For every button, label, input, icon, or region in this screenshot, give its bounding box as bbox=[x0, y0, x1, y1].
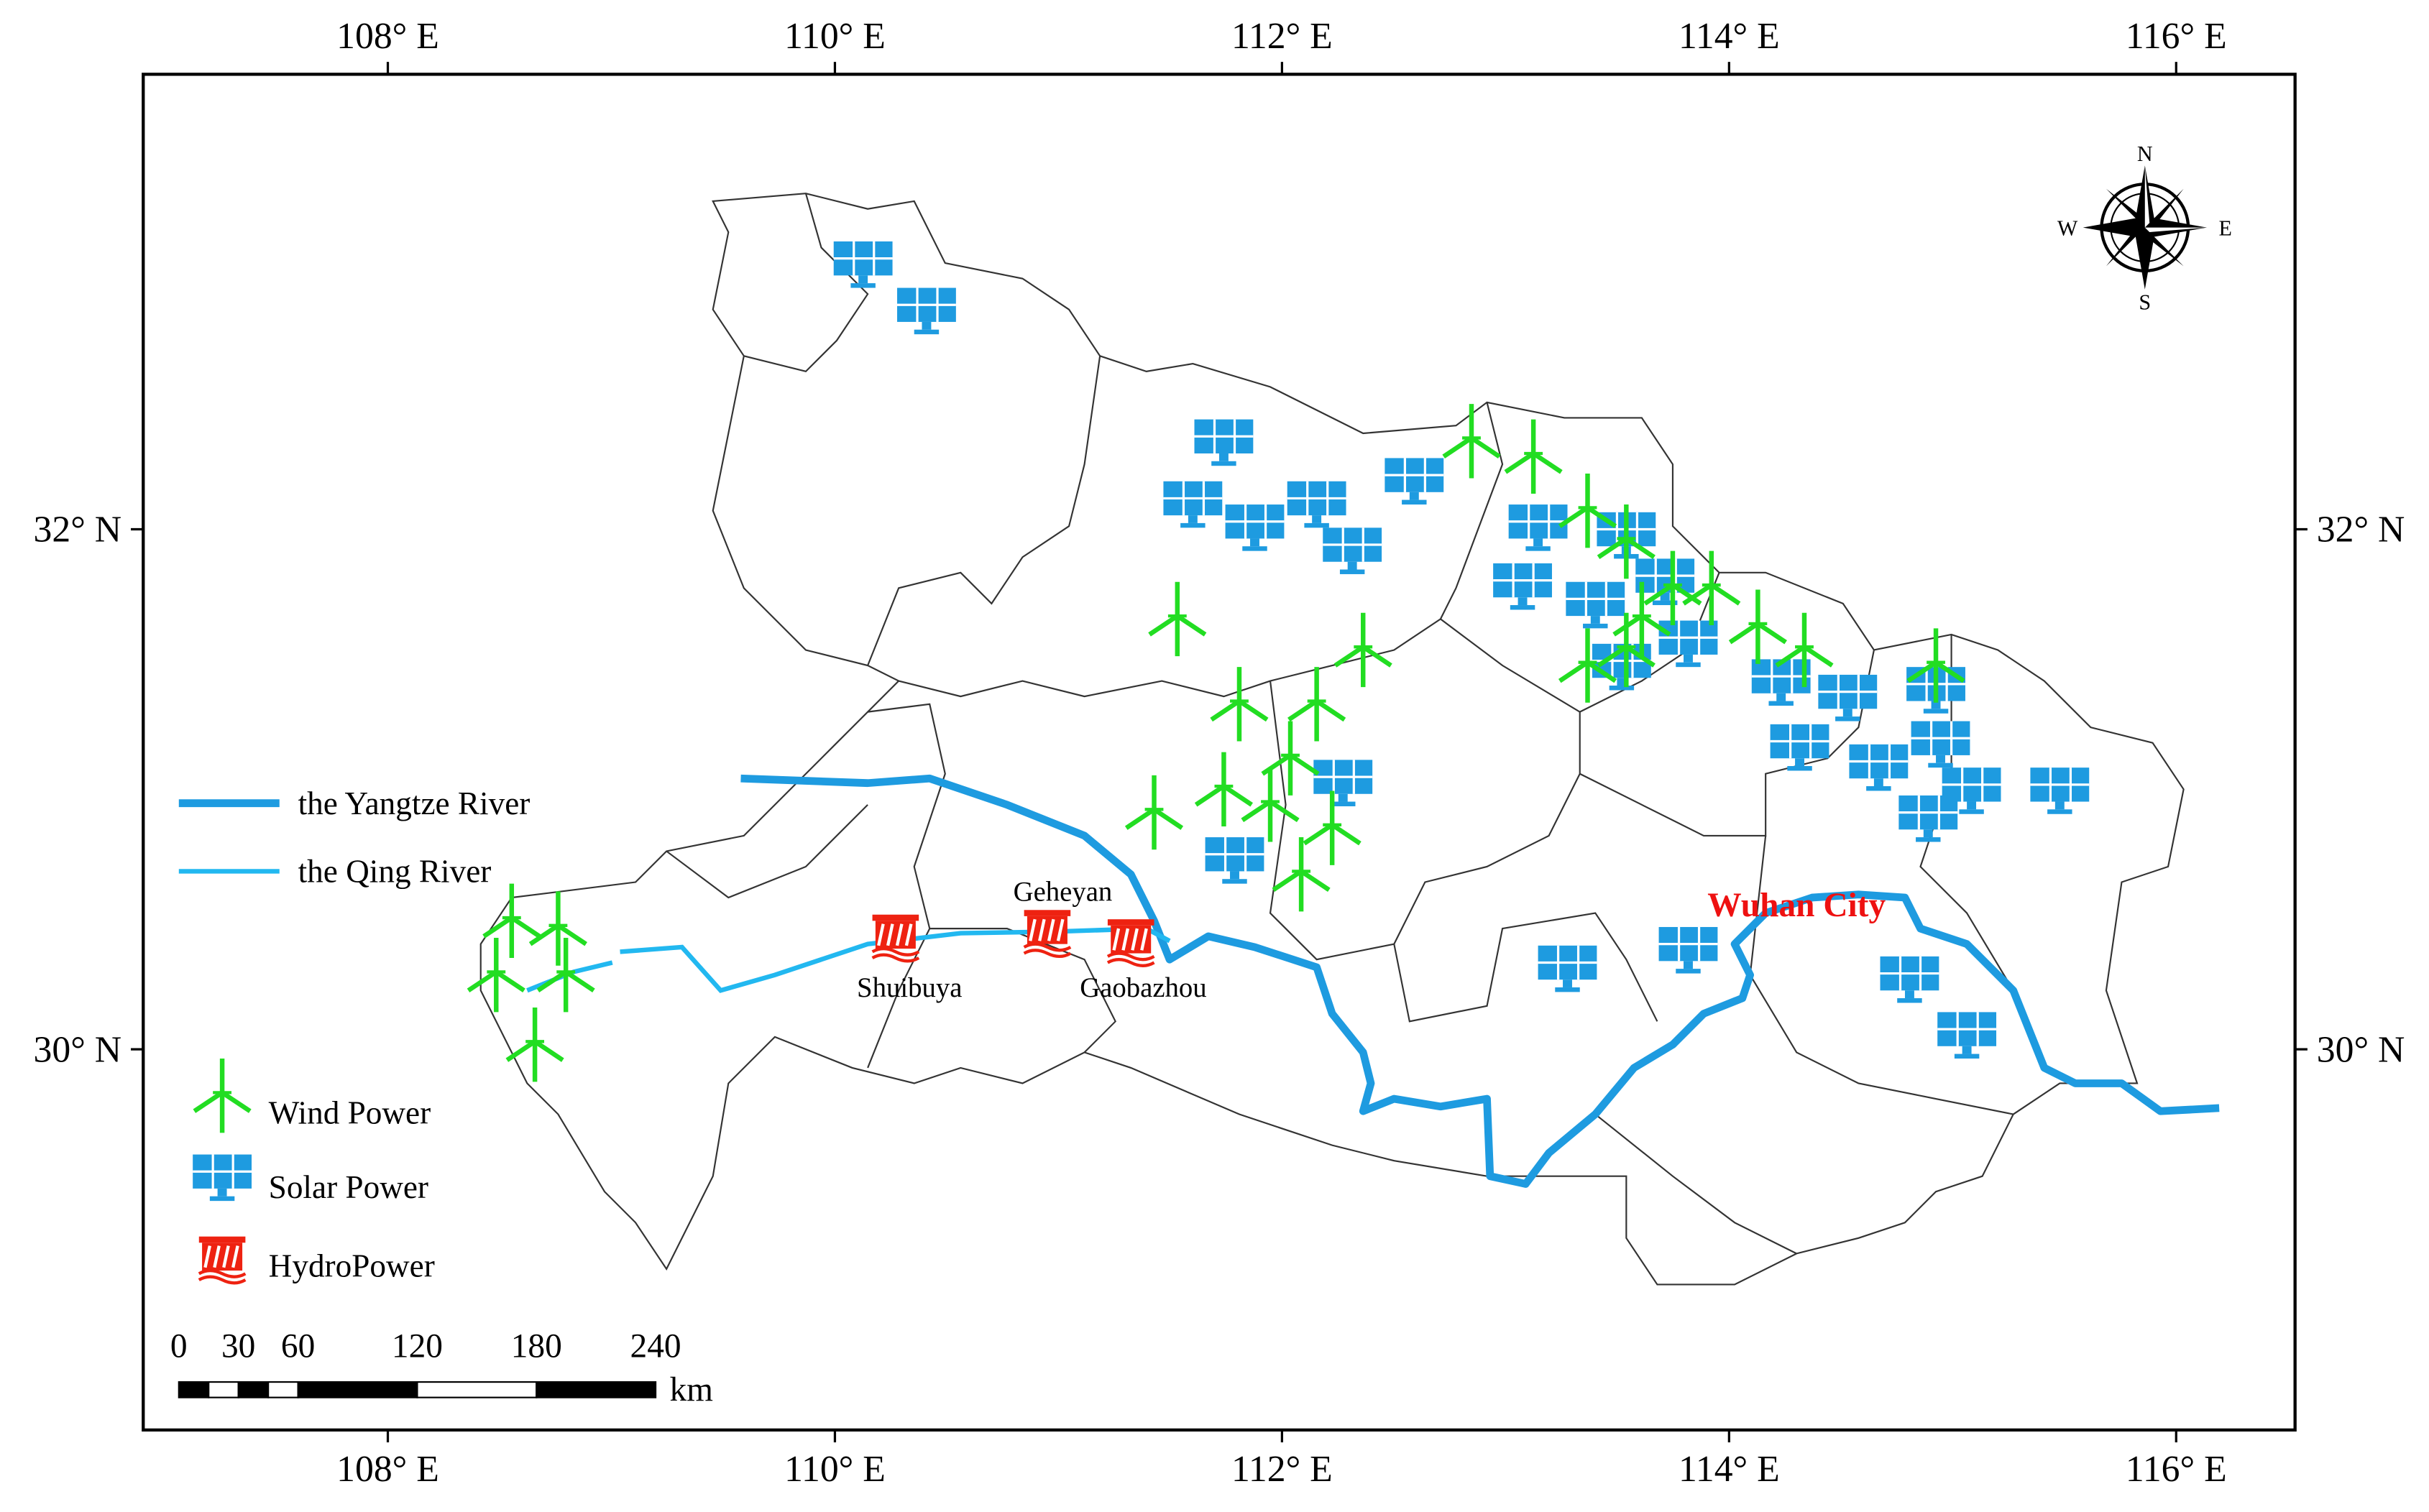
lat-label: 30° N bbox=[2317, 1029, 2405, 1070]
legend-label: the Yangtze River bbox=[298, 785, 531, 821]
legend-label: the Qing River bbox=[298, 854, 492, 890]
scale-segment bbox=[267, 1381, 299, 1398]
lon-label: 108° E bbox=[336, 16, 439, 57]
scale-unit: km bbox=[669, 1371, 713, 1409]
legend-label: HydroPower bbox=[269, 1248, 435, 1284]
compass-label: N bbox=[2137, 142, 2153, 166]
lon-label: 110° E bbox=[784, 16, 886, 57]
station-label: Gaobazhou bbox=[1080, 972, 1206, 1003]
scale-label: 180 bbox=[511, 1328, 562, 1365]
province-boundaries bbox=[479, 193, 2185, 1286]
city-label: Wuhan City bbox=[1707, 887, 1886, 924]
scale-segment bbox=[416, 1381, 538, 1398]
map-frame bbox=[142, 73, 2297, 1432]
scale-label: 240 bbox=[630, 1328, 681, 1365]
lon-label: 116° E bbox=[2126, 16, 2227, 57]
graticule-ticks: 108° E 108° E 110° E 110° E 112° E 112° E 114°… bbox=[34, 16, 2405, 1490]
legend-label: Solar Power bbox=[269, 1169, 428, 1205]
lon-label: 114° E bbox=[1679, 16, 1780, 57]
scale-label: 60 bbox=[281, 1328, 315, 1365]
lat-label: 32° N bbox=[34, 510, 122, 550]
scale-label: 0 bbox=[170, 1328, 188, 1365]
compass-label: W bbox=[2057, 216, 2078, 240]
legend: the Yangtze River the Qing River Wind Po… bbox=[178, 785, 531, 1284]
compass-label: E bbox=[2219, 216, 2232, 240]
lat-label: 30° N bbox=[34, 1029, 122, 1070]
station-label: Geheyan bbox=[1014, 876, 1113, 907]
scale-label: 30 bbox=[221, 1328, 255, 1365]
scale-segment bbox=[297, 1381, 418, 1398]
lat-label: 32° N bbox=[2317, 510, 2405, 550]
scale-segment bbox=[208, 1381, 239, 1398]
scale-label: 120 bbox=[392, 1328, 443, 1365]
lon-label: 116° E bbox=[2126, 1449, 2227, 1490]
compass-label: S bbox=[2139, 290, 2151, 315]
scale-segment bbox=[237, 1381, 270, 1398]
yangtze-river bbox=[740, 774, 2220, 1188]
lon-label: 114° E bbox=[1679, 1449, 1780, 1490]
scale-bar: 0 30 60 120 180 240 km bbox=[170, 1328, 713, 1409]
lon-label: 108° E bbox=[336, 1449, 439, 1490]
legend-label: Wind Power bbox=[269, 1094, 431, 1130]
station-label: Shuibuya bbox=[857, 972, 962, 1003]
scale-segment bbox=[536, 1381, 657, 1398]
lon-label: 112° E bbox=[1231, 16, 1333, 57]
lon-label: 112° E bbox=[1231, 1449, 1333, 1490]
scale-segment bbox=[178, 1381, 210, 1398]
lon-label: 110° E bbox=[784, 1449, 886, 1490]
